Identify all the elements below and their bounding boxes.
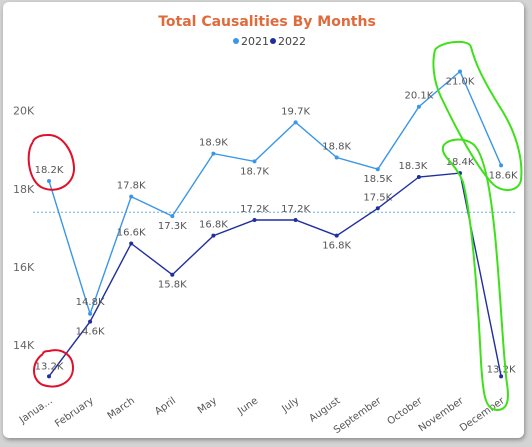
- data-point-2021: [88, 311, 93, 316]
- annotations: [27, 40, 523, 412]
- chart-title: Total Causalities By Months: [158, 14, 376, 30]
- data-point-2021: [47, 178, 51, 183]
- data-point-2022: [252, 218, 257, 223]
- data-point-2021: [170, 214, 175, 219]
- data-label-2022: 17.2K: [281, 204, 310, 215]
- data-labels: 18.2K 14.8K 17.8K 17.3K 18.9K 18.7K 19.7K 18.8K…: [35, 77, 518, 376]
- data-point-2022: [88, 319, 93, 324]
- x-tick-label: July: [279, 395, 301, 415]
- y-tick-label: 16K: [13, 261, 35, 274]
- legend-label-2021: 2021: [241, 35, 269, 48]
- data-label-2021: 18.5K: [363, 174, 392, 185]
- y-tick-label: 18K: [13, 183, 35, 196]
- data-label-2021: 18.6K: [489, 170, 518, 181]
- data-point-2022: [129, 241, 134, 246]
- data-label-2022: 17.2K: [240, 204, 269, 215]
- data-point-2022: [170, 272, 175, 277]
- data-point-2021: [211, 151, 216, 156]
- series-lines: [47, 69, 504, 379]
- y-axis: 14K 16K 18K 20K: [13, 105, 35, 352]
- x-tick-label: February: [53, 395, 96, 429]
- data-label-2021: 21.0K: [446, 77, 475, 88]
- x-tick-label: June: [235, 395, 260, 417]
- data-point-2022: [211, 233, 216, 238]
- x-tick-label: May: [196, 395, 219, 416]
- data-label-2021: 18.2K: [35, 165, 64, 176]
- data-point-2021: [293, 120, 298, 125]
- series-line-2021: [48, 70, 502, 317]
- legend: 2021 2022: [233, 35, 306, 48]
- data-label-2021: 17.8K: [117, 181, 146, 192]
- data-label-2022: 16.8K: [199, 220, 228, 231]
- y-tick-label: 14K: [13, 339, 35, 352]
- green-outline-annotation-2021: [432, 40, 523, 191]
- data-point-2021: [416, 104, 421, 109]
- series-line-2022: [48, 172, 502, 377]
- line-chart: Total Causalities By Months 2021 2022 14K…: [13, 14, 523, 436]
- x-tick-label: August: [307, 395, 342, 424]
- legend-marker-2021: [233, 38, 239, 44]
- data-point-2021: [458, 69, 462, 74]
- data-point-2022: [499, 374, 504, 379]
- data-label-2022: 14.6K: [76, 327, 105, 338]
- data-point-2022: [416, 175, 421, 180]
- data-label-2022: 17.5K: [363, 192, 392, 203]
- data-label-2021: 18.9K: [199, 138, 228, 149]
- y-tick-label: 20K: [13, 105, 35, 118]
- data-point-2021: [334, 155, 339, 160]
- data-label-2021: 17.3K: [158, 221, 187, 232]
- data-point-2022: [375, 206, 380, 211]
- data-label-2022: 13.2K: [487, 364, 516, 375]
- red-circle-annotation-2021: [27, 133, 76, 191]
- data-point-2022: [334, 233, 339, 238]
- data-label-2022: 13.2K: [35, 361, 64, 372]
- data-point-2021: [129, 194, 134, 199]
- red-circle-annotation-2022: [33, 349, 75, 388]
- data-label-2021: 20.1K: [404, 91, 433, 102]
- x-tick-label: March: [106, 395, 137, 421]
- legend-label-2022: 2022: [278, 35, 306, 48]
- data-label-2021: 18.8K: [322, 142, 351, 153]
- data-label-2022: 18.4K: [446, 157, 475, 168]
- x-tick-label: November: [417, 395, 467, 434]
- data-label-2022: 16.6K: [117, 227, 146, 238]
- data-point-2022: [47, 374, 51, 379]
- data-label-2022: 18.3K: [398, 161, 427, 172]
- data-label-2022: 16.8K: [322, 241, 351, 252]
- data-point-2022: [293, 218, 298, 223]
- green-outline-annotation-2022: [441, 138, 509, 412]
- data-point-2021: [252, 159, 257, 164]
- data-point-2021: [375, 167, 380, 172]
- x-tick-label: Janua...: [17, 395, 55, 426]
- legend-marker-2022: [270, 38, 276, 44]
- data-label-2021: 18.7K: [240, 166, 269, 177]
- data-point-2021: [499, 163, 504, 168]
- x-tick-label: April: [153, 395, 178, 417]
- x-tick-label: December: [458, 395, 508, 434]
- data-label-2021: 19.7K: [281, 106, 310, 117]
- x-axis: Janua...February March April May June July Aug…: [17, 395, 508, 436]
- chart-card: Total Causalities By Months 2021 2022 14K…: [3, 2, 524, 438]
- data-label-2021: 14.8K: [76, 297, 105, 308]
- data-label-2022: 15.8K: [158, 280, 187, 291]
